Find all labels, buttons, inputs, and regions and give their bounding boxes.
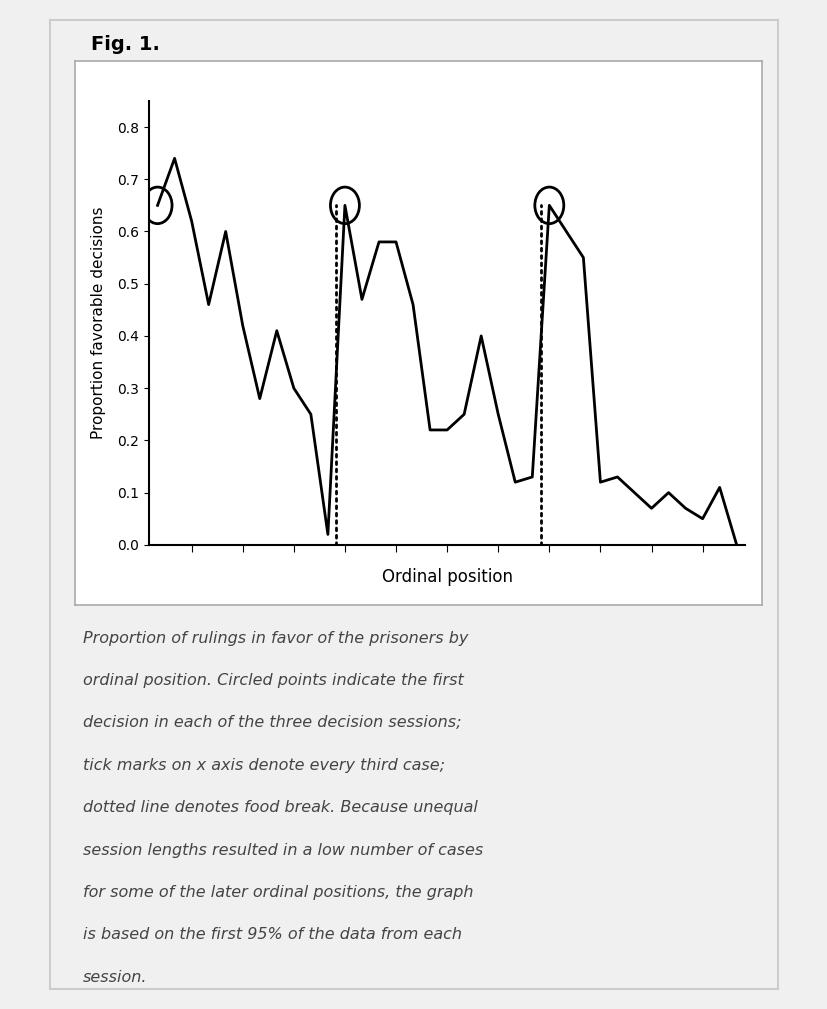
- Text: for some of the later ordinal positions, the graph: for some of the later ordinal positions,…: [83, 885, 473, 900]
- Text: session.: session.: [83, 970, 147, 985]
- Text: decision in each of the three decision sessions;: decision in each of the three decision s…: [83, 715, 461, 731]
- X-axis label: Ordinal position: Ordinal position: [381, 568, 512, 586]
- Text: ordinal position. Circled points indicate the first: ordinal position. Circled points indicat…: [83, 673, 463, 688]
- Text: session lengths resulted in a low number of cases: session lengths resulted in a low number…: [83, 843, 482, 858]
- Text: dotted line denotes food break. Because unequal: dotted line denotes food break. Because …: [83, 800, 477, 815]
- Text: Proportion of rulings in favor of the prisoners by: Proportion of rulings in favor of the pr…: [83, 631, 467, 646]
- Text: is based on the first 95% of the data from each: is based on the first 95% of the data fr…: [83, 927, 461, 942]
- Y-axis label: Proportion favorable decisions: Proportion favorable decisions: [91, 207, 106, 439]
- Text: tick marks on x axis denote every third case;: tick marks on x axis denote every third …: [83, 758, 444, 773]
- Text: Fig. 1.: Fig. 1.: [91, 35, 160, 54]
